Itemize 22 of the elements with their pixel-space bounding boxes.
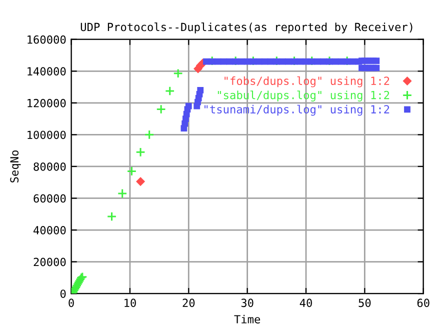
x-tick-label: 50 (358, 298, 371, 308)
y-tick-label: 100000 (28, 130, 66, 140)
x-tick-label: 0 (68, 298, 74, 308)
x-tick-label: 10 (124, 298, 136, 308)
y-tick-label: 60000 (34, 194, 66, 203)
x-axis-title: Time (234, 314, 260, 324)
y-axis-title: SeqNo (10, 150, 21, 182)
x-tick-label: 60 (417, 298, 430, 308)
chart-title: UDP Protocols--Duplicates(as reported by Receiver) (80, 22, 412, 34)
y-tick-label: 140000 (28, 67, 66, 76)
x-tick-label: 30 (241, 298, 254, 308)
y-tick-label: 120000 (28, 98, 66, 108)
y-tick-label: 0 (60, 290, 66, 298)
x-tick-label: 20 (182, 298, 195, 308)
y-tick-label: 20000 (34, 258, 66, 266)
y-tick-label: 40000 (34, 226, 66, 234)
y-tick-label: 160000 (28, 35, 66, 44)
x-tick-label: 40 (300, 298, 312, 308)
legend-label: "sabul/dups.log" using 1:2 (218, 90, 390, 102)
y-tick-label: 80000 (34, 162, 66, 171)
legend-label: "fobs/dups.log" using 1:2 (224, 76, 390, 88)
legend-label: "tsunami/dups.log" using 1:2 (204, 104, 390, 116)
